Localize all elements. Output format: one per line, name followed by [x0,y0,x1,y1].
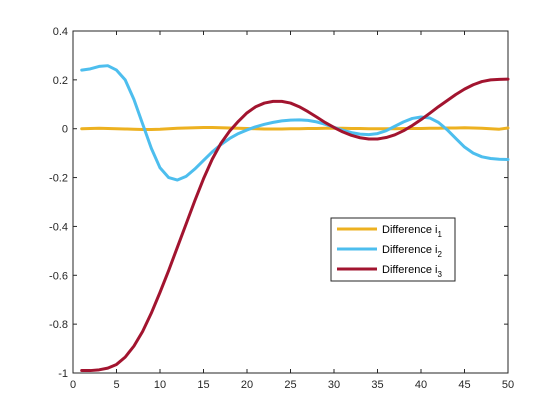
x-axis-ticks: 0 5 10 15 20 25 30 35 40 45 50 [70,31,514,391]
x-tick-label: 15 [197,379,209,391]
series-line-2 [80,64,510,182]
x-tick-label: 30 [328,379,340,391]
legend-label-text: Difference i [382,264,437,276]
x-tick-label: 10 [154,379,166,391]
plot-area [72,30,509,374]
x-tick-label: 25 [284,379,296,391]
legend-label-1: Difference i1 [382,224,442,239]
y-tick-label: -0.6 [49,270,68,282]
legend-label-subscript: 1 [437,230,442,239]
series-lines [80,64,510,373]
y-tick-label: 0.2 [53,75,68,87]
y-tick-label: -0.2 [49,173,68,185]
x-tick-label: 0 [70,379,76,391]
legend-label-text: Difference i [382,224,437,236]
axes-frame [72,30,509,374]
y-tick-label: 0.4 [53,26,68,38]
legend-label-subscript: 2 [437,250,442,259]
x-tick-label: 45 [458,379,470,391]
x-tick-label: 40 [415,379,427,391]
x-tick-label: 5 [113,379,119,391]
y-tick-label: -0.4 [49,221,68,233]
legend-label-2: Difference i2 [382,244,442,259]
legend-label-3: Difference i3 [382,264,442,279]
series-line-1 [80,125,510,131]
legend-label-text: Difference i [382,244,437,256]
x-tick-label: 35 [371,379,383,391]
y-tick-label: -0.8 [49,319,68,331]
y-axis-ticks: -1 -0.8 -0.6 -0.4 -0.2 0 0.2 0.4 [49,26,508,380]
series-line-3 [80,77,510,373]
x-tick-label: 50 [502,379,514,391]
y-tick-label: 0 [62,124,68,136]
legend-label-subscript: 3 [437,270,442,279]
x-tick-label: 20 [241,379,253,391]
y-tick-label: -1 [58,368,68,380]
